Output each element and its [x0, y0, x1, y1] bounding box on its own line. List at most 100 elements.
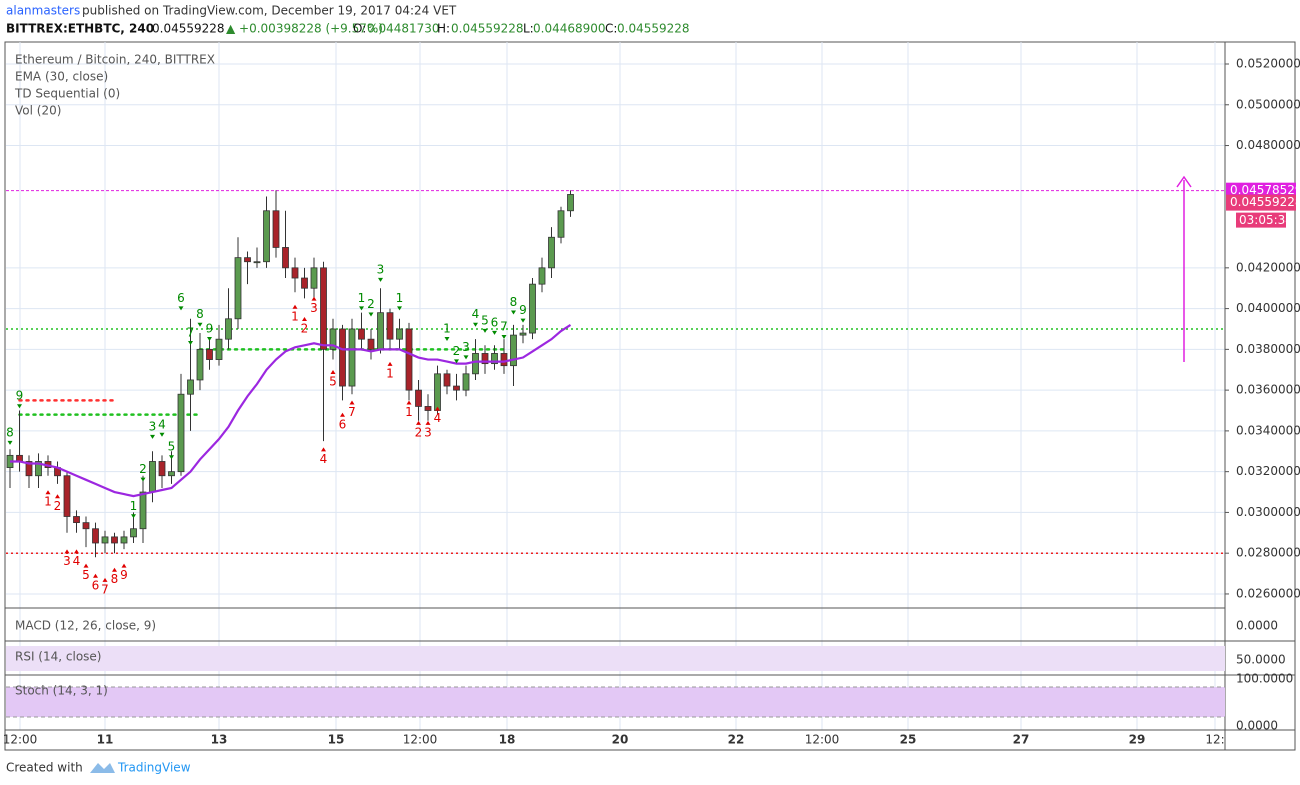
td-label: 2: [453, 344, 461, 358]
candle-body: [25, 461, 33, 477]
candle-body: [348, 328, 356, 387]
td-arrow: [349, 400, 355, 405]
change: ▲ +0.00398228 (+9.57%): [226, 22, 383, 36]
td-arrow: [482, 328, 488, 333]
td-arrow: [406, 400, 412, 405]
candle-body: [405, 328, 413, 391]
legend-item: Vol (20): [15, 104, 61, 118]
candle-body: [301, 277, 308, 289]
y-tick-label: 0.02600000: [1236, 586, 1300, 600]
c-value: 0.04559228: [617, 22, 690, 36]
td-label: 3: [149, 419, 157, 433]
td-arrow: [463, 355, 469, 360]
c-label: C:: [605, 22, 617, 36]
td-arrow: [45, 490, 51, 495]
candle-body: [234, 257, 242, 320]
td-label: 2: [54, 499, 62, 513]
td-arrow: [64, 549, 70, 554]
logo: [90, 763, 115, 773]
td-label: 1: [443, 321, 451, 335]
td-label: 7: [187, 326, 195, 340]
td-arrow: [387, 361, 393, 366]
td-label: 8: [111, 572, 119, 586]
x-tick-label: 15: [328, 733, 345, 747]
stoch-tick: 100.0000: [1236, 672, 1293, 686]
arrow-head: [1176, 175, 1192, 188]
h-label: H:: [437, 22, 450, 36]
td-label: 9: [206, 321, 214, 335]
td-arrow: [511, 310, 516, 315]
h-value: 0.04559228: [451, 22, 524, 36]
candle-body: [377, 312, 384, 350]
candle-body: [329, 328, 337, 350]
x-tick-label: 20: [612, 733, 629, 747]
td-arrow: [473, 322, 478, 327]
td-arrow: [93, 573, 98, 578]
candle-body: [481, 353, 489, 365]
rsi-title: RSI (14, close): [15, 650, 101, 664]
candle-body: [73, 516, 80, 524]
td-label: 6: [339, 417, 347, 431]
td-arrow: [140, 477, 146, 482]
candle-body: [548, 236, 555, 269]
td-arrow: [359, 306, 364, 311]
candle-body: [358, 328, 365, 340]
td-arrow: [131, 514, 136, 519]
td-label: 1: [405, 405, 413, 419]
td-label: 9: [16, 389, 24, 403]
candle-body: [206, 348, 213, 360]
candle-body: [462, 373, 470, 391]
td-label: 2: [367, 297, 375, 311]
footer-brand[interactable]: TradingView: [117, 761, 191, 775]
ema-line: [10, 323, 572, 498]
td-arrow: [321, 447, 326, 452]
legend-item: Ethereum / Bitcoin, 240, BITTREX: [15, 53, 215, 67]
candle-body: [339, 328, 346, 387]
td-label: 5: [82, 568, 90, 582]
candle-body: [472, 353, 479, 375]
candle-body: [510, 334, 517, 367]
author[interactable]: alanmasters: [6, 4, 80, 18]
l-label: L:: [523, 22, 534, 36]
candle-body: [101, 536, 109, 544]
candle-body: [92, 528, 99, 544]
td-arrow: [492, 330, 497, 335]
price-label-bg: [1226, 194, 1296, 211]
x-tick-label: 29: [1129, 733, 1146, 747]
td-arrow: [7, 440, 13, 445]
td-label: 3: [462, 340, 470, 354]
candle-body: [149, 461, 156, 493]
td-label: 8: [6, 425, 14, 439]
candle-body: [215, 338, 223, 360]
td-label: 8: [510, 295, 518, 309]
candle-body: [491, 353, 498, 365]
td-label: 7: [101, 582, 109, 596]
candle-body: [291, 267, 299, 279]
x-tick-label: 12:00: [805, 733, 840, 747]
candle-body: [168, 471, 175, 477]
td-label: 3: [63, 554, 71, 568]
x-tick-label: 22: [728, 733, 745, 747]
td-label: 7: [500, 319, 508, 333]
td-label: 6: [491, 315, 499, 329]
td-label: 5: [168, 440, 176, 454]
td-arrow: [121, 563, 127, 568]
rsi-tick: 50.0000: [1236, 653, 1286, 667]
td-arrow: [454, 359, 459, 364]
candle-body: [310, 267, 318, 289]
candle-body: [367, 338, 375, 350]
macd-title: MACD (12, 26, close, 9): [15, 619, 156, 633]
price-label: 0.04559228: [1230, 195, 1300, 209]
td-arrow: [416, 420, 421, 425]
candle-body: [434, 373, 441, 411]
candle-body: [196, 348, 204, 381]
stoch-tick: 0.0000: [1236, 719, 1278, 733]
td-arrow: [159, 432, 165, 437]
l-value: 0.04468900: [533, 22, 606, 36]
